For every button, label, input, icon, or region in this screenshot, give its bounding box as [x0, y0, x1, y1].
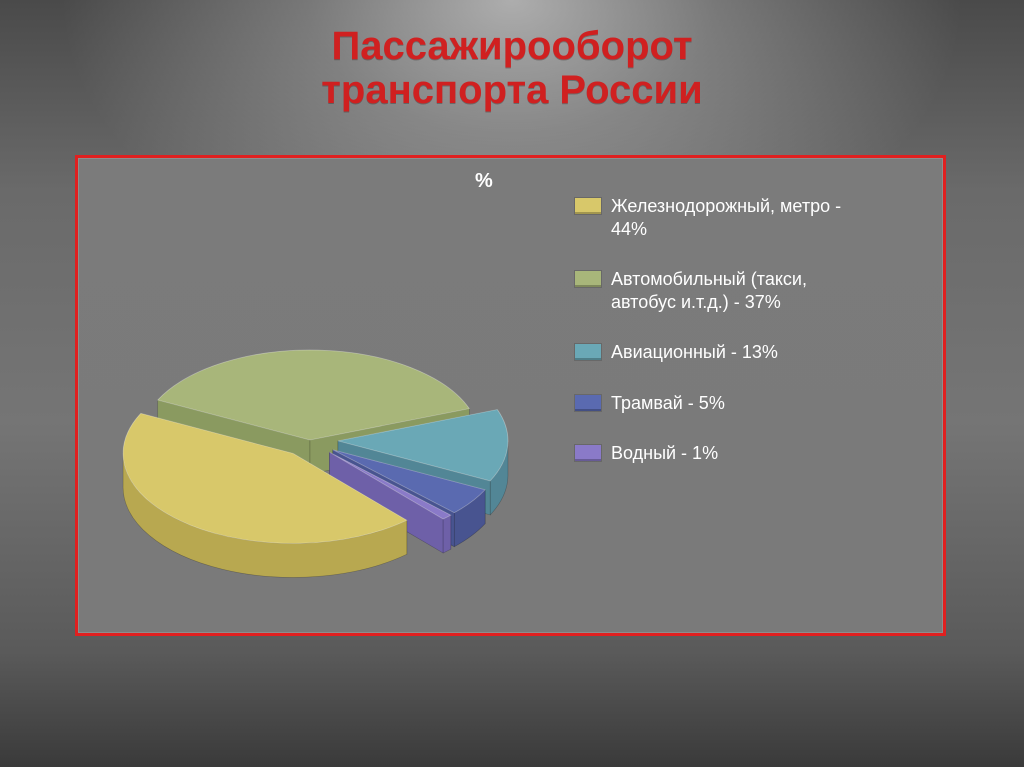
legend-swatch — [575, 198, 601, 214]
legend-label: Трамвай - 5% — [611, 392, 725, 415]
legend-item-tram: Трамвай - 5% — [575, 392, 925, 415]
legend-item-air: Авиационный - 13% — [575, 341, 925, 364]
legend-item-water: Водный - 1% — [575, 442, 925, 465]
chart-title: % — [475, 170, 493, 193]
legend-swatch — [575, 344, 601, 360]
legend-label: Автомобильный (такси, автобус и.т.д.) - … — [611, 268, 807, 313]
legend-label: Водный - 1% — [611, 442, 718, 465]
pie-svg — [95, 240, 525, 620]
legend-label: Железнодорожный, метро - 44% — [611, 195, 841, 240]
legend: Железнодорожный, метро - 44% Автомобильн… — [575, 195, 925, 493]
legend-swatch — [575, 271, 601, 287]
legend-item-rail: Железнодорожный, метро - 44% — [575, 195, 925, 240]
title-line-1: Пассажирооборот — [331, 24, 692, 68]
slide: Пассажирооборот транспорта России % Желе… — [0, 0, 1024, 767]
legend-swatch — [575, 445, 601, 461]
legend-label: Авиационный - 13% — [611, 341, 778, 364]
title-line-2: транспорта России — [321, 68, 702, 112]
pie-chart — [95, 240, 525, 620]
legend-item-auto: Автомобильный (такси, автобус и.т.д.) - … — [575, 268, 925, 313]
legend-swatch — [575, 395, 601, 411]
page-title: Пассажирооборот транспорта России — [0, 24, 1024, 112]
